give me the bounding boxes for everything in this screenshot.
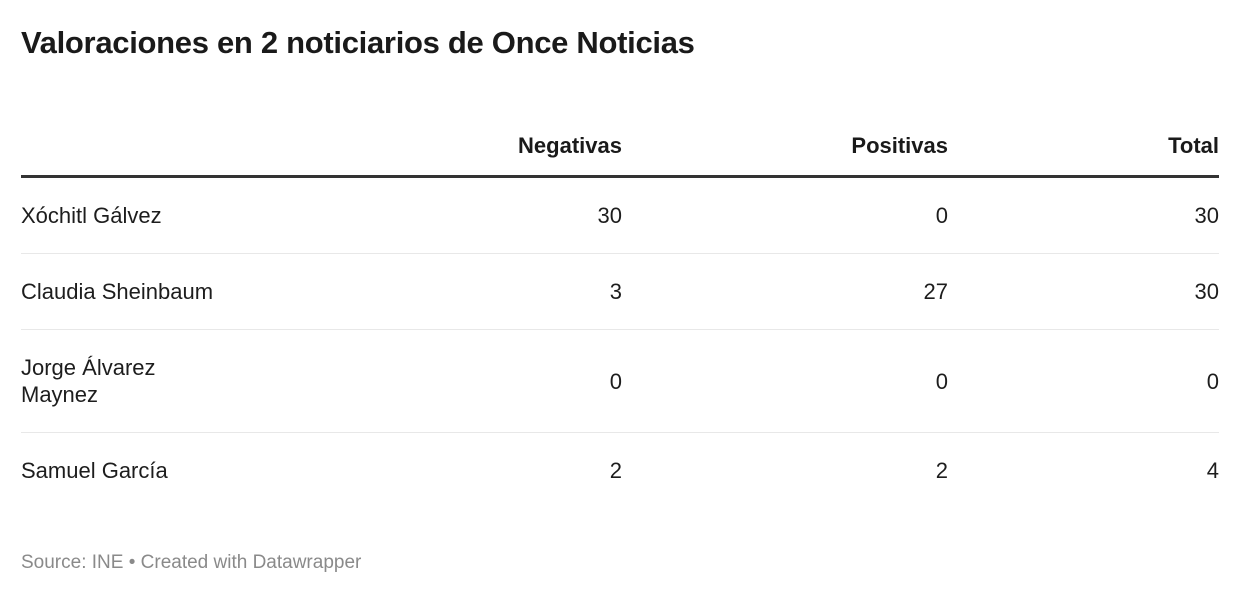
column-header-negativas: Negativas	[322, 108, 622, 178]
cell-positivas: 0	[935, 203, 948, 228]
column-header-name	[21, 108, 322, 178]
header-row: Negativas Positivas Total	[21, 108, 1219, 178]
cell-negativas: 2	[322, 432, 622, 508]
cell-positivas: 0	[622, 329, 948, 433]
row-label: Xóchitl Gálvez	[21, 203, 162, 228]
row-label: Jorge Álvarez Maynez	[21, 329, 322, 433]
cell-total: 4	[948, 432, 1219, 508]
column-header-total: Total	[948, 108, 1219, 178]
row-label: Samuel García	[21, 432, 322, 508]
data-table: Negativas Positivas Total Xóchitl Gálvez…	[21, 108, 1219, 508]
cell-total: 30	[948, 253, 1219, 330]
source-credit-line: Source: INE • Created with Datawrapper	[21, 552, 362, 573]
table-row: Claudia Sheinbaum 3 27 30	[21, 253, 1219, 330]
table-body: Xóchitl Gálvez 30 0 30 Claudia Sheinbaum…	[21, 177, 1219, 508]
table-header: Negativas Positivas Total	[21, 108, 1219, 178]
table-row: Jorge Álvarez Maynez 0 0 0	[21, 329, 1219, 433]
chart-title: Valoraciones en 2 noticiarios de Once No…	[21, 25, 695, 60]
cell-positivas: 27	[622, 253, 948, 330]
cell-total: 30	[1194, 203, 1219, 228]
table-row: Samuel García 2 2 4	[21, 432, 1219, 508]
row-label: Claudia Sheinbaum	[21, 253, 322, 330]
cell-negativas: 30	[597, 203, 622, 228]
cell-negativas: 3	[322, 253, 622, 330]
cell-positivas: 2	[622, 432, 948, 508]
table-row: Xóchitl Gálvez 30 0 30	[21, 177, 1219, 254]
cell-total: 0	[948, 329, 1219, 433]
cell-negativas: 0	[322, 329, 622, 433]
column-header-positivas: Positivas	[622, 108, 948, 178]
